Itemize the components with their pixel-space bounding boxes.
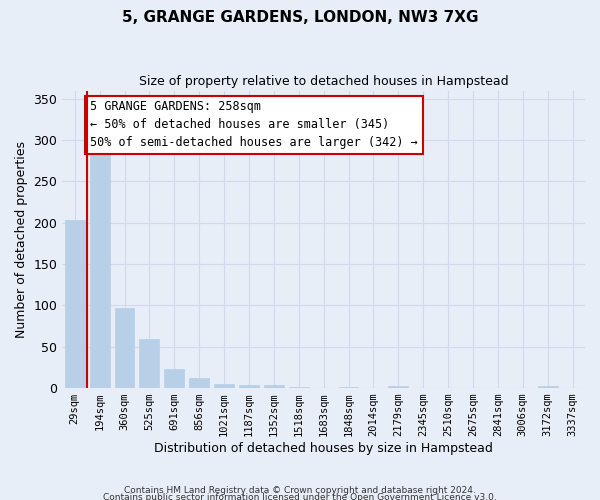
Bar — [189, 378, 209, 388]
Text: 5, GRANGE GARDENS, LONDON, NW3 7XG: 5, GRANGE GARDENS, LONDON, NW3 7XG — [122, 10, 478, 25]
Text: Contains HM Land Registry data © Crown copyright and database right 2024.: Contains HM Land Registry data © Crown c… — [124, 486, 476, 495]
Bar — [388, 386, 408, 388]
Title: Size of property relative to detached houses in Hampstead: Size of property relative to detached ho… — [139, 75, 508, 88]
Bar — [139, 339, 160, 388]
X-axis label: Distribution of detached houses by size in Hampstead: Distribution of detached houses by size … — [154, 442, 493, 455]
Bar — [338, 387, 358, 388]
Bar — [65, 220, 85, 388]
Text: 5 GRANGE GARDENS: 258sqm
← 50% of detached houses are smaller (345)
50% of semi-: 5 GRANGE GARDENS: 258sqm ← 50% of detach… — [90, 100, 418, 150]
Bar — [164, 369, 184, 388]
Bar — [115, 308, 134, 388]
Y-axis label: Number of detached properties: Number of detached properties — [15, 140, 28, 338]
Bar — [89, 148, 110, 388]
Bar — [214, 384, 234, 388]
Bar — [264, 386, 284, 388]
Text: Contains public sector information licensed under the Open Government Licence v3: Contains public sector information licen… — [103, 494, 497, 500]
Bar — [538, 386, 557, 388]
Bar — [289, 387, 309, 388]
Bar — [239, 384, 259, 388]
